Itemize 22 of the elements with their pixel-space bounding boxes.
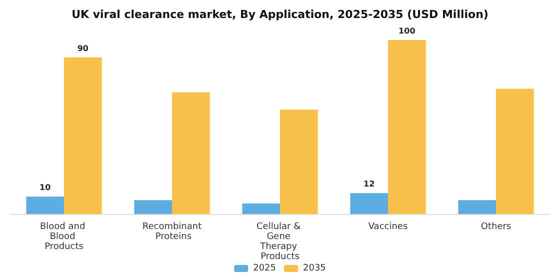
x-tick-label: Others: [480, 222, 512, 232]
legend-label: 2025: [253, 264, 276, 274]
x-tick-label: Cellular & Gene Therapy Products: [256, 222, 304, 262]
legend-label: 2035: [303, 264, 326, 274]
data-label: 100: [398, 26, 416, 36]
bar: [172, 92, 210, 214]
bar: [134, 200, 172, 214]
x-tick-label: Blood and Blood Products: [40, 222, 88, 252]
bar: [350, 193, 388, 214]
bar: [458, 200, 496, 214]
x-tick-label: Vaccines: [368, 222, 408, 232]
x-tick-label: Recombinant Proteins: [142, 222, 202, 242]
bar: [280, 110, 318, 214]
bar: [496, 88, 534, 214]
bar: [64, 57, 102, 214]
bar: [388, 40, 426, 214]
chart-title: UK viral clearance market, By Application, 2025-2035 (USD Million): [72, 8, 488, 21]
bar: [242, 204, 280, 214]
data-label: 10: [40, 183, 52, 192]
data-label: 12: [364, 180, 375, 189]
data-label: 90: [77, 44, 89, 53]
bar: [26, 196, 64, 214]
